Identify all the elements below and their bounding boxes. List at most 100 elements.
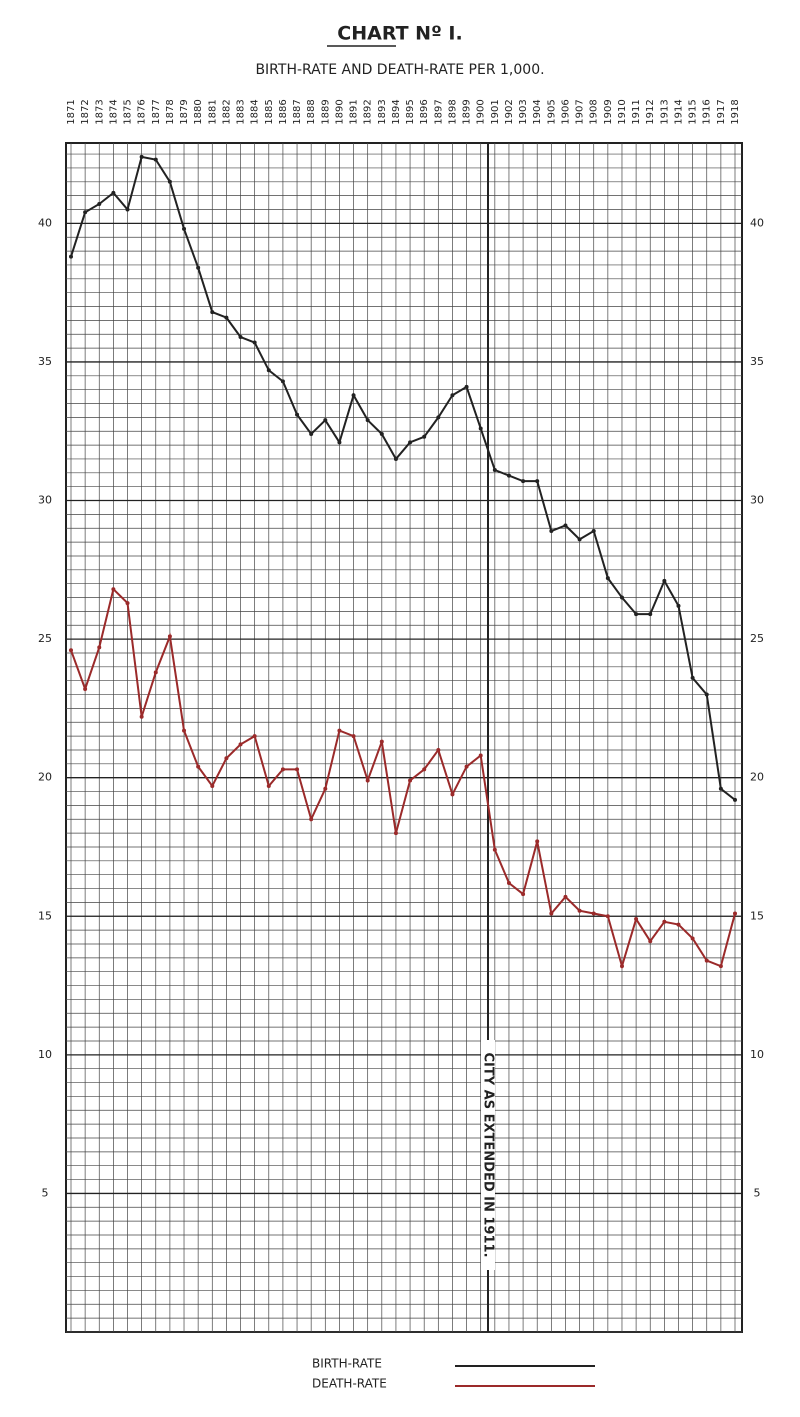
y-tick-label-right: 20 [750, 771, 764, 784]
point [704, 958, 709, 963]
point [182, 226, 187, 231]
x-tick-label: 1892 [363, 99, 374, 124]
x-tick-label: 1898 [447, 99, 458, 124]
point [196, 764, 201, 769]
x-tick-label: 1881 [207, 99, 218, 124]
x-tick-label: 1906 [560, 99, 571, 124]
point [605, 576, 610, 581]
point [139, 714, 144, 719]
y-tick-label: 5 [42, 1186, 49, 1199]
point [676, 922, 681, 927]
x-tick-label: 1885 [264, 99, 275, 124]
point [83, 686, 88, 691]
point [422, 434, 427, 439]
point [436, 747, 441, 752]
point [521, 479, 526, 484]
point [733, 797, 737, 802]
point [167, 634, 172, 639]
point [196, 265, 201, 270]
x-tick-label: 1877 [151, 99, 162, 124]
y-tick-label-right: 40 [750, 216, 764, 229]
point [605, 914, 610, 919]
point [365, 778, 370, 783]
x-tick-label: 1896 [419, 99, 430, 124]
x-tick-label: 1876 [137, 99, 148, 124]
point [309, 817, 314, 822]
point [337, 440, 342, 445]
point [224, 756, 229, 761]
x-tick-label: 1903 [518, 99, 529, 124]
point [295, 412, 300, 417]
y-tick-label: 30 [38, 494, 52, 507]
point [125, 601, 130, 606]
series-line [70, 587, 736, 970]
point [619, 595, 624, 600]
point [210, 784, 215, 789]
point [492, 847, 497, 852]
x-tick-label: 1873 [94, 99, 105, 124]
x-tick-label: 1874 [108, 99, 119, 124]
x-tick-label: 1871 [66, 99, 77, 124]
x-tick-label: 1915 [688, 99, 699, 124]
x-tick-label: 1886 [278, 99, 289, 124]
point [577, 537, 582, 542]
point [153, 157, 158, 162]
point [718, 786, 723, 791]
x-tick-label: 1888 [306, 99, 317, 124]
x-tick-label: 1875 [123, 99, 134, 124]
y-tick-label-right: 5 [754, 1186, 761, 1199]
x-tick-label: 1907 [575, 99, 586, 124]
point [393, 456, 398, 461]
y-tick-label: 35 [38, 355, 52, 368]
point [393, 831, 398, 836]
point [266, 368, 271, 373]
x-tick-label: 1916 [702, 99, 713, 124]
point [535, 479, 540, 484]
point [97, 201, 102, 206]
point [408, 440, 413, 445]
x-tick-label: 1872 [80, 99, 91, 124]
point [111, 587, 116, 592]
point [280, 379, 285, 384]
x-tick-label: 1899 [462, 99, 473, 124]
point [535, 839, 540, 844]
point [153, 670, 158, 675]
point [280, 767, 285, 772]
point [83, 210, 88, 215]
x-tick-label: 1905 [546, 99, 557, 124]
point [351, 393, 356, 398]
x-tick-label: 1893 [377, 99, 388, 124]
x-tick-label: 1908 [589, 99, 600, 124]
point [238, 742, 243, 747]
point [379, 432, 384, 437]
point [351, 734, 356, 739]
point [266, 784, 271, 789]
point [619, 964, 624, 969]
x-tick-label: 1909 [603, 99, 614, 124]
annotation-box [481, 1040, 495, 1270]
point [422, 767, 427, 772]
y-tick-label: 25 [38, 632, 52, 645]
x-tick-label: 1882 [221, 99, 232, 124]
x-tick-label: 1891 [349, 99, 360, 124]
point [252, 340, 257, 345]
x-tick-label: 1913 [659, 99, 670, 124]
y-tick-label: 40 [38, 216, 52, 229]
point [464, 384, 469, 389]
y-tick-label: 10 [38, 1048, 52, 1061]
x-tick-label: 1911 [631, 99, 642, 124]
point [634, 612, 639, 617]
point [323, 418, 328, 423]
point [125, 207, 130, 212]
point [563, 523, 568, 528]
point [182, 728, 187, 733]
point [676, 603, 681, 608]
x-tick-label: 1917 [716, 99, 727, 124]
x-tick-label: 1884 [250, 99, 261, 124]
x-tick-label: 1910 [617, 99, 628, 124]
point [662, 919, 667, 924]
x-tick-label: 1904 [532, 99, 543, 124]
point [337, 728, 342, 733]
y-tick-label: 15 [38, 909, 52, 922]
